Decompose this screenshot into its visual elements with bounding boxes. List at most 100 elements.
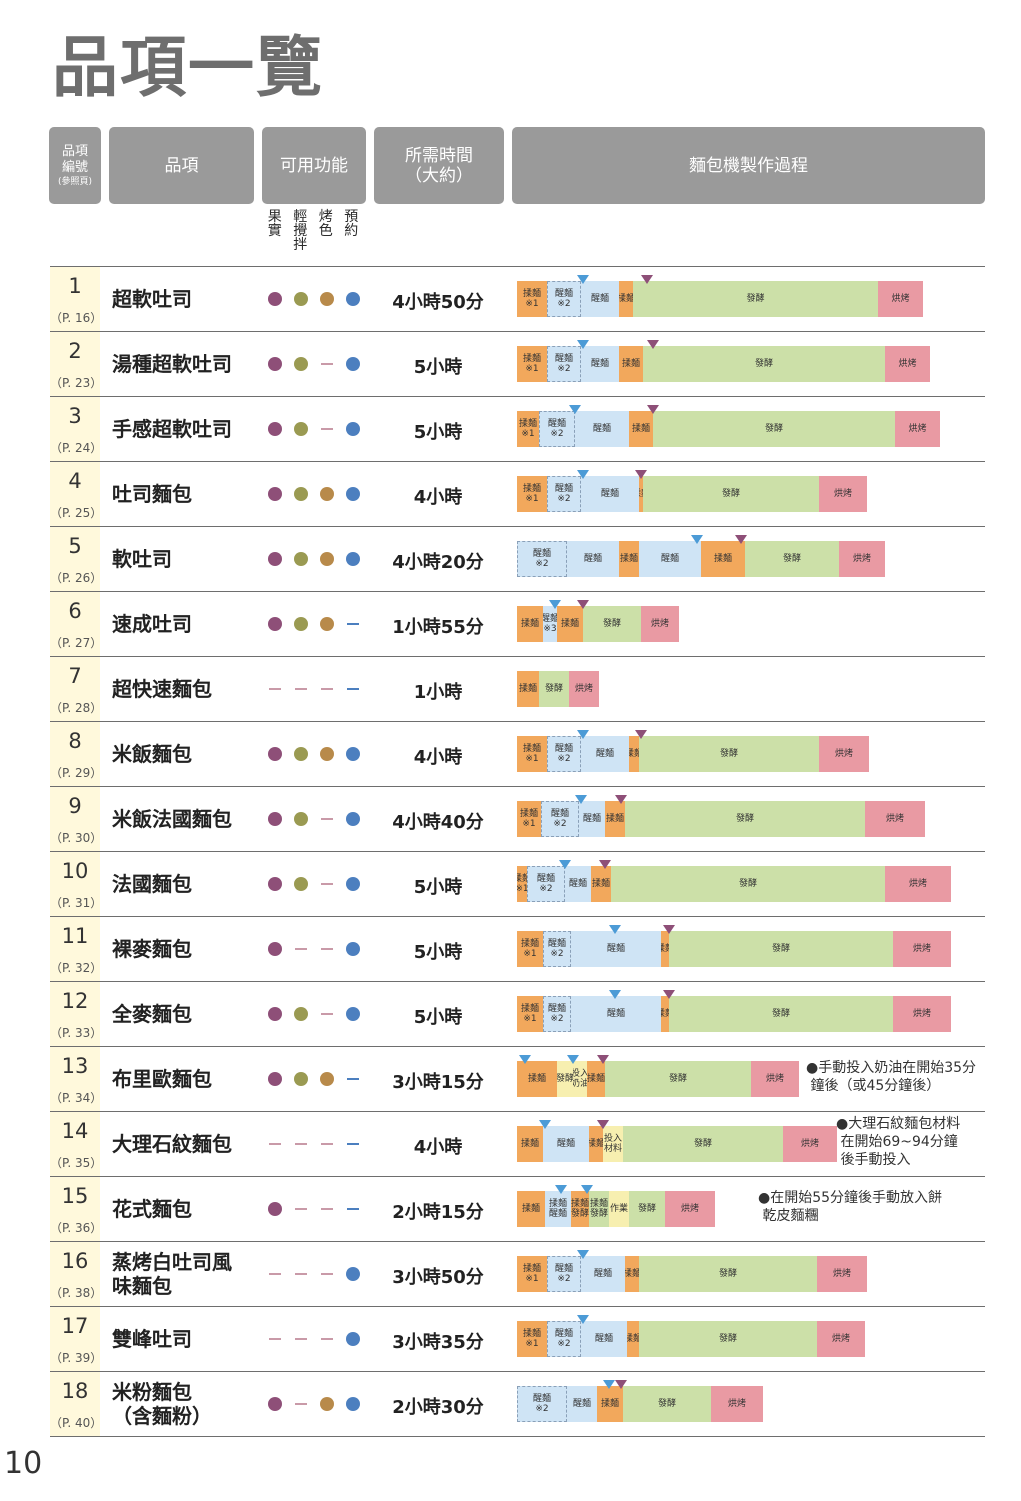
item-name: 全麥麵包 (112, 1002, 192, 1026)
function-unavailable-dash (321, 688, 333, 690)
item-page-ref: （P. 29） (50, 766, 103, 780)
function-available-dot (268, 552, 282, 566)
blue-marker-icon (577, 730, 589, 739)
process-step-rest: 醒麵 ※2 (547, 281, 581, 317)
item-number: 4 (68, 469, 82, 493)
process-step-knead: 揉麵 (619, 541, 639, 577)
process-step-rest: 醒麵 ※2 (543, 931, 571, 967)
function-available-dot (320, 747, 334, 761)
function-available-dot (346, 747, 360, 761)
process-step-add: 投入 材料 (603, 1126, 623, 1162)
item-time: 4小時20分 (392, 552, 484, 573)
row-divider (50, 851, 985, 852)
blue-marker-icon (577, 275, 589, 284)
process-step-knead: 揉麵※1 (517, 996, 543, 1032)
item-page-ref: （P. 24） (50, 441, 103, 455)
row-divider (50, 331, 985, 332)
item-page-ref: （P. 38） (50, 1286, 103, 1300)
item-name: 花式麵包 (112, 1197, 192, 1221)
process-step-rest: 醒麵 ※2 (539, 411, 575, 447)
item-name: 吐司麵包 (112, 482, 192, 506)
row-divider (50, 721, 985, 722)
function-available-dot (294, 747, 308, 761)
blue-marker-icon (609, 990, 621, 999)
manual-add-note: ●大理石紋麵包材料 在開始69~94分鐘 後手動投入 (836, 1116, 961, 1168)
item-page-ref: （P. 36） (50, 1221, 103, 1235)
function-available-dot (294, 552, 308, 566)
function-available-dot (268, 1397, 282, 1411)
process-step-knead: 揉麵 (701, 541, 745, 577)
item-time: 1小時55分 (392, 617, 484, 638)
process-step-bake: 烘烤 (885, 866, 951, 902)
function-unavailable-dash (321, 1013, 333, 1015)
function-unavailable-dash (321, 363, 333, 365)
process-step-bake: 烘烤 (641, 606, 679, 642)
function-available-dot (346, 422, 360, 436)
process-step-rise: 發酵 (639, 1321, 817, 1357)
function-available-dot (294, 422, 308, 436)
process-step-knead: 揉麵※1 (517, 866, 527, 902)
item-number: 5 (68, 534, 82, 558)
row-divider (50, 1371, 985, 1372)
process-step-rest: 醒麵 ※2 (543, 996, 571, 1032)
item-page-ref: （P. 23） (50, 376, 103, 390)
blue-marker-icon (567, 1055, 579, 1064)
function-available-dot (346, 1267, 360, 1281)
process-step-rise: 發酵 (653, 411, 895, 447)
row-divider (50, 526, 985, 527)
process-step-knead: 揉麵 (557, 606, 583, 642)
item-number-cell (50, 852, 100, 916)
process-step-rise: 發酵 (629, 1191, 665, 1227)
item-time: 4小時40分 (392, 812, 484, 833)
process-step-rest: 醒麵 (581, 346, 619, 382)
item-number: 2 (68, 339, 82, 363)
process-step-rest: 醒麵 (581, 1256, 625, 1292)
row-divider (50, 266, 985, 267)
item-page-ref: （P. 34） (50, 1091, 103, 1105)
function-unavailable-dash (321, 883, 333, 885)
process-step-knead: 揉麵 (639, 476, 643, 512)
process-step-rise: 發酵 (669, 931, 893, 967)
function-unavailable-dash (347, 623, 359, 625)
function-available-dot (320, 1397, 334, 1411)
row-divider (50, 396, 985, 397)
item-number: 10 (61, 859, 89, 883)
process-step-rise: 發酵 (625, 801, 865, 837)
function-available-dot (268, 1007, 282, 1021)
function-available-dot (294, 1007, 308, 1021)
process-step-bake: 烘烤 (569, 671, 599, 707)
purple-marker-icon (635, 730, 647, 739)
item-number-cell (50, 1307, 100, 1371)
row-divider (50, 461, 985, 462)
function-label: 輕攪拌 (293, 209, 308, 253)
process-step-knead: 揉麵 (589, 1126, 603, 1162)
function-unavailable-dash (321, 1273, 333, 1275)
function-available-dot (346, 877, 360, 891)
row-divider (50, 1046, 985, 1047)
function-unavailable-dash (347, 1078, 359, 1080)
item-page-ref: （P. 28） (50, 701, 103, 715)
item-name: 大理石紋麵包 (112, 1132, 232, 1156)
row-divider (50, 1306, 985, 1307)
process-step-bake: 烘烤 (893, 931, 951, 967)
item-number: 9 (68, 794, 82, 818)
function-unavailable-dash (295, 1143, 307, 1145)
function-available-dot (268, 292, 282, 306)
item-number-cell (50, 527, 100, 591)
blue-marker-icon (549, 600, 561, 609)
process-step-bake: 烘烤 (895, 411, 940, 447)
item-time: 3小時15分 (392, 1072, 484, 1093)
item-page-ref: （P. 25） (50, 506, 103, 520)
process-step-knead: 揉麵※1 (517, 411, 539, 447)
function-unavailable-dash (295, 948, 307, 950)
row-divider (50, 916, 985, 917)
item-number-cell (50, 592, 100, 656)
process-step-rest: 醒麵 ※2 (527, 866, 565, 902)
process-step-bake: 烘烤 (711, 1386, 763, 1422)
process-step-bake: 烘烤 (819, 736, 869, 772)
item-number: 18 (61, 1379, 89, 1403)
process-step-rest: 醒麵 ※2 (547, 1321, 581, 1357)
process-step-rise: 發酵 (643, 476, 819, 512)
process-step-knead: 揉麵 (587, 1061, 605, 1097)
blue-marker-icon (519, 1055, 531, 1064)
